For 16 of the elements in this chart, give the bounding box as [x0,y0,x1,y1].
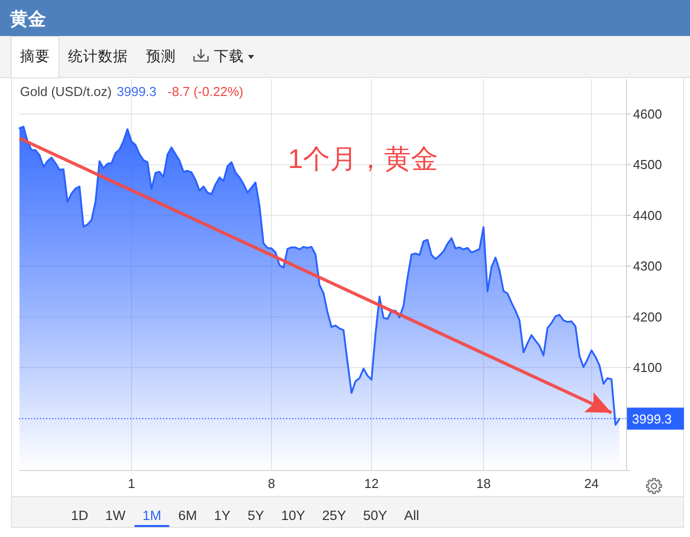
title: 黄金 [10,9,46,29]
ytick-label: 4200 [633,309,662,324]
xtick-label: 8 [268,476,276,491]
ytick-label: 4500 [633,157,662,172]
xtick-label: 24 [584,476,599,491]
xtick-label: 18 [476,476,491,491]
xtick-label: 1 [128,476,136,491]
annotation: -8.7 (-0.22%) [168,84,244,99]
ytick-label: 4100 [633,360,662,376]
annotation: 1个月，黄金 [288,144,438,174]
annotation: 3999.3 [116,84,157,99]
ytick-label: 4600 [633,106,662,122]
ytick-label: 4400 [633,208,662,223]
xtick-label: 12 [364,476,379,491]
ytick-label: 4300 [633,258,662,274]
subtitle: Gold (USD/t.oz) [20,84,112,99]
